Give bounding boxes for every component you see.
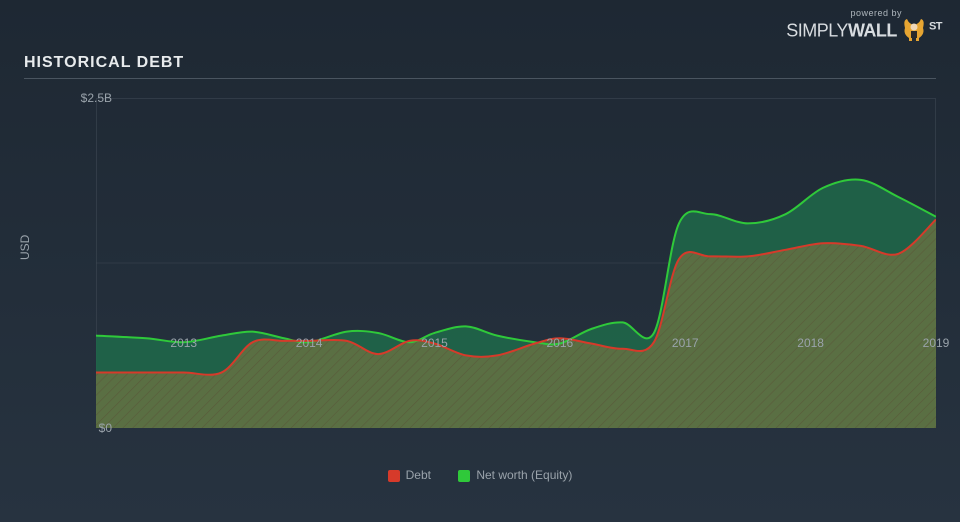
brand-light: SIMPLY [786, 20, 848, 40]
chart-area [96, 98, 936, 428]
legend-swatch-equity [458, 470, 470, 482]
y-axis-label: USD [18, 235, 32, 260]
legend-item-debt: Debt [388, 468, 431, 482]
y-tick-label: $2.5B [81, 91, 112, 105]
x-tick-label: 2016 [547, 336, 574, 350]
x-tick-label: 2014 [296, 336, 323, 350]
x-tick-label: 2019 [923, 336, 950, 350]
brand-suffix: ST [929, 20, 942, 32]
x-tick-label: 2017 [672, 336, 699, 350]
legend-item-equity: Net worth (Equity) [458, 468, 572, 482]
legend-swatch-debt [388, 470, 400, 482]
y-tick-label: $0 [99, 421, 112, 435]
x-tick-label: 2015 [421, 336, 448, 350]
brand-bold: WALL [848, 20, 897, 40]
x-tick-label: 2013 [170, 336, 197, 350]
legend-label-debt: Debt [406, 468, 431, 482]
legend-label-equity: Net worth (Equity) [476, 468, 572, 482]
bull-icon [899, 14, 929, 49]
x-tick-label: 2018 [797, 336, 824, 350]
area-chart-svg [96, 98, 936, 428]
brand-name: SIMPLYWALL ST [786, 14, 942, 49]
branding-logo: powered by SIMPLYWALLST [786, 8, 942, 49]
chart-legend: Debt Net worth (Equity) [0, 468, 960, 482]
chart-title-block: HISTORICAL DEBT [24, 54, 936, 79]
chart-title: HISTORICAL DEBT [24, 54, 936, 79]
